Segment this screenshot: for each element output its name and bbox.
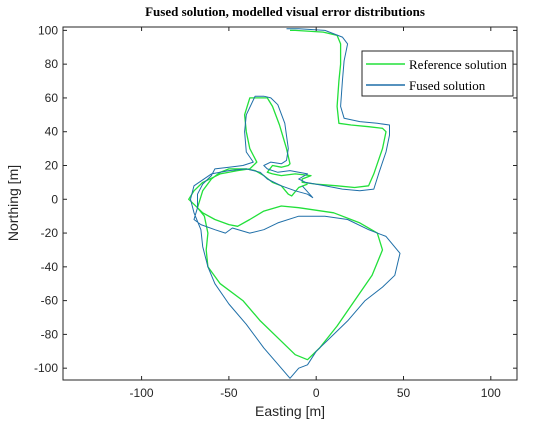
- y-ticks: -100 -80 -60 -40 -20 0 20 40 60 80 100: [34, 23, 517, 375]
- y-tick-label: 80: [45, 57, 59, 71]
- x-axis-label: Easting [m]: [255, 403, 325, 419]
- y-tick-label: -60: [41, 294, 59, 308]
- x-tick-label: 0: [313, 386, 320, 400]
- y-tick-label: 20: [45, 158, 59, 172]
- x-tick-label: 50: [397, 386, 411, 400]
- y-tick-label: -40: [41, 260, 59, 274]
- y-tick-label: -80: [41, 327, 59, 341]
- y-tick-label: 40: [45, 125, 59, 139]
- x-tick-label: -100: [130, 386, 154, 400]
- y-tick-label: -100: [34, 361, 58, 375]
- x-tick-label: -50: [220, 386, 238, 400]
- legend-label-reference: Reference solution: [409, 57, 507, 72]
- x-tick-label: 100: [481, 386, 501, 400]
- y-tick-label: 100: [38, 23, 58, 37]
- x-ticks: -100 -50 0 50 100: [130, 27, 501, 400]
- series-line-fused: [190, 28, 401, 379]
- y-axis-label: Northing [m]: [5, 165, 21, 241]
- series-line-reference: [188, 29, 387, 361]
- y-tick-label: 60: [45, 91, 59, 105]
- legend-label-fused: Fused solution: [409, 78, 486, 93]
- y-tick-label: -20: [41, 226, 59, 240]
- legend-box: [361, 50, 514, 97]
- series-layer: [188, 28, 401, 379]
- chart-title: Fused solution, modelled visual error di…: [145, 4, 425, 19]
- legend: Reference solution Fused solution: [361, 50, 514, 97]
- y-tick-label: 0: [51, 192, 58, 206]
